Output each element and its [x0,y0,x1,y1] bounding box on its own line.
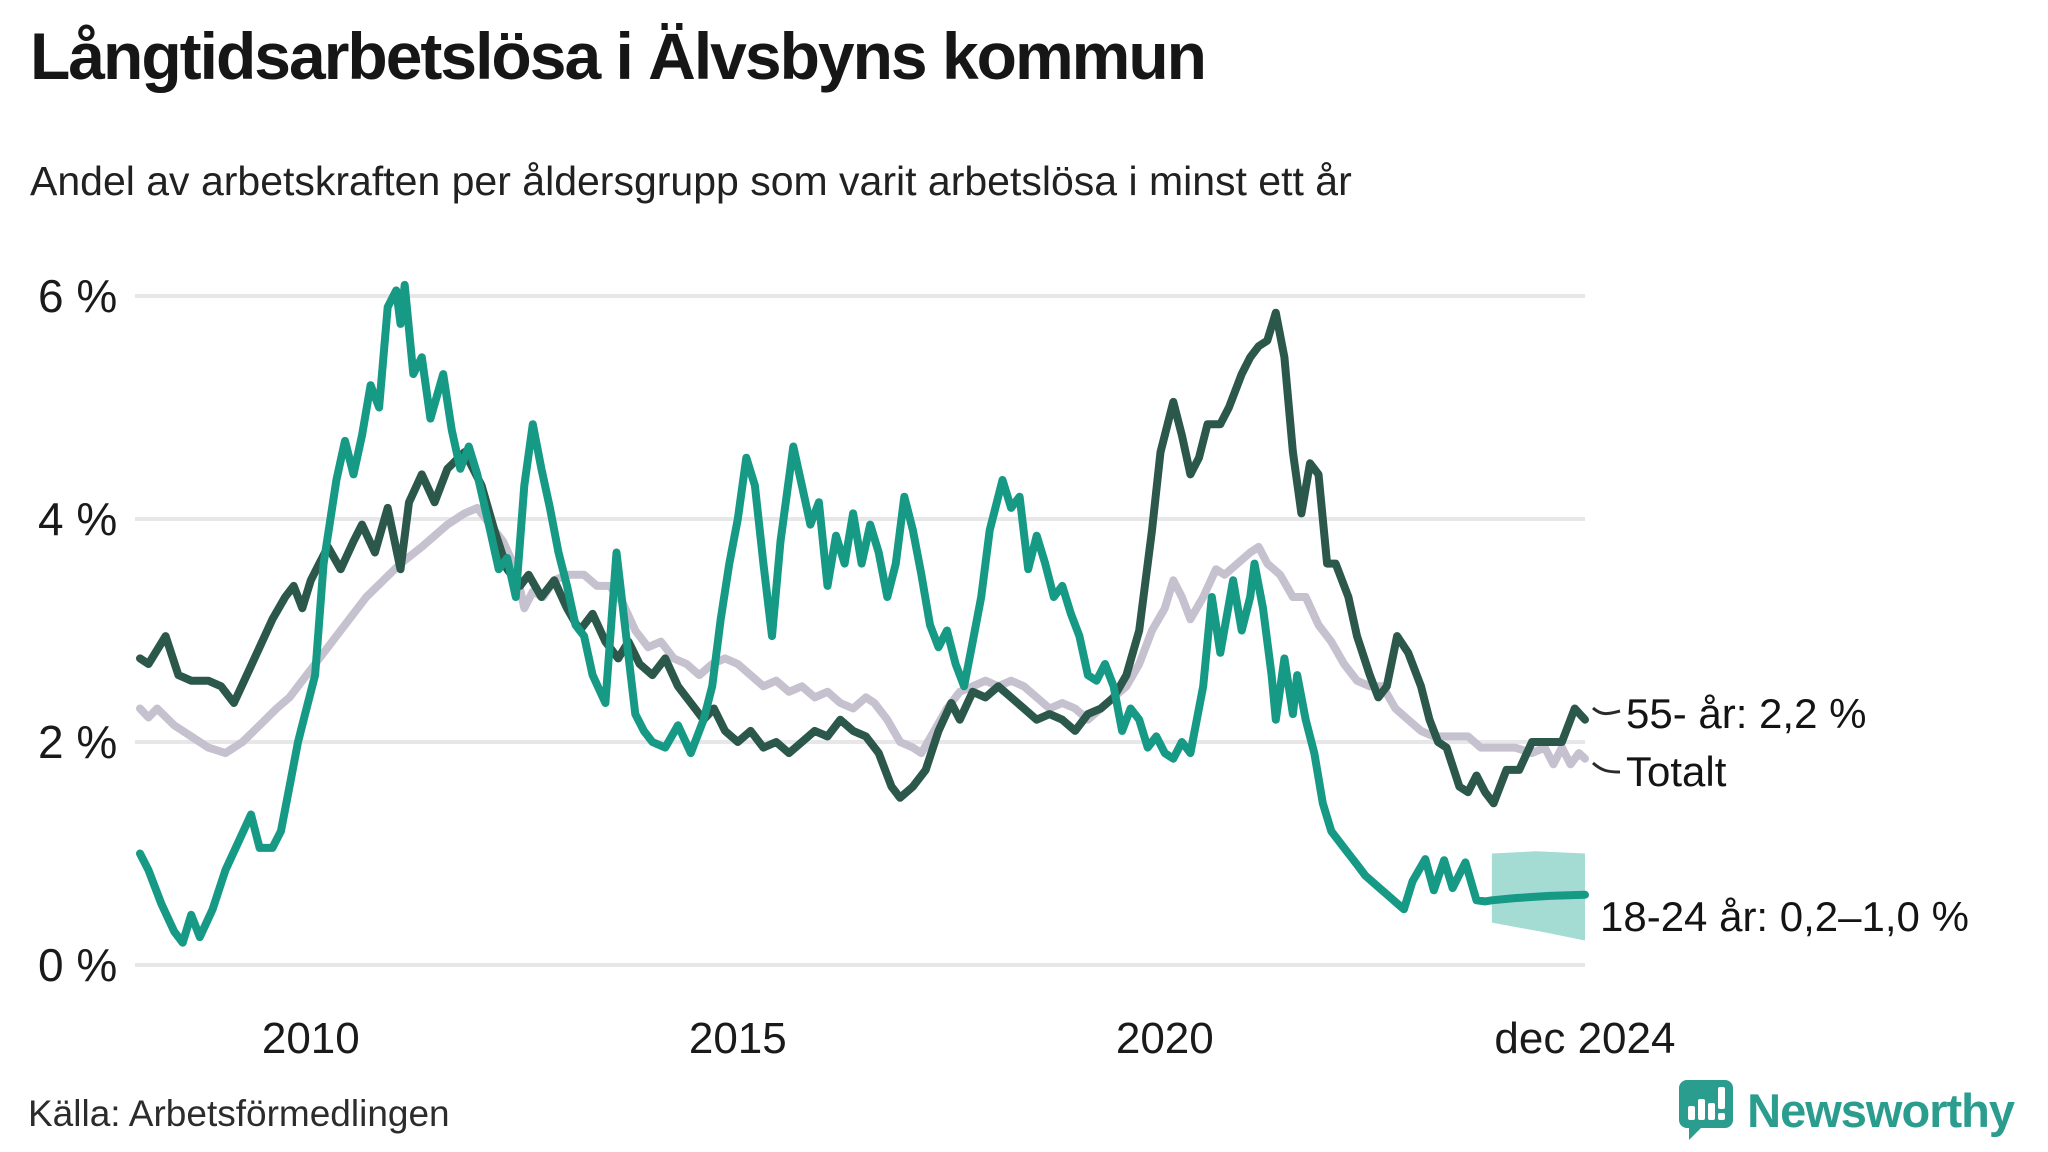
series-end-label-55: 55- år: 2,2 % [1626,690,1867,737]
x-axis-label-2020: 2020 [1115,1014,1214,1063]
series-end-label-totalt: Totalt [1626,748,1727,795]
newsworthy-logo: Newsworthy [1677,1078,2015,1142]
newsworthy-wordmark: Newsworthy [1747,1083,2015,1137]
x-axis-label-dec-2024: dec 2024 [1494,1014,1676,1063]
page-title: Långtidsarbetslösa i Älvsbyns kommun [30,19,1207,93]
leader-line-totalt [1592,761,1621,774]
y-axis-label-4: 4 % [38,493,118,545]
x-axis-label-2010: 2010 [261,1014,360,1063]
y-axis-label-6: 6 % [38,270,118,322]
series-end-label-18-24: 18-24 år: 0,2–1,0 % [1600,893,1969,940]
y-axis-label-2: 2 % [38,716,118,768]
page-subtitle: Andel av arbetskraften per åldersgrupp s… [30,158,1352,204]
x-axis-label-2015: 2015 [688,1014,787,1063]
leader-line-55 [1592,706,1621,716]
series-line-totalt [136,503,1589,769]
speech-bubble-bar-chart-icon [1679,1080,1734,1140]
series-line-18-24 [136,280,1589,947]
source-note: Källa: Arbetsförmedlingen [28,1093,450,1134]
series-line-55 [136,308,1589,808]
y-axis-label-0: 0 % [38,939,118,991]
